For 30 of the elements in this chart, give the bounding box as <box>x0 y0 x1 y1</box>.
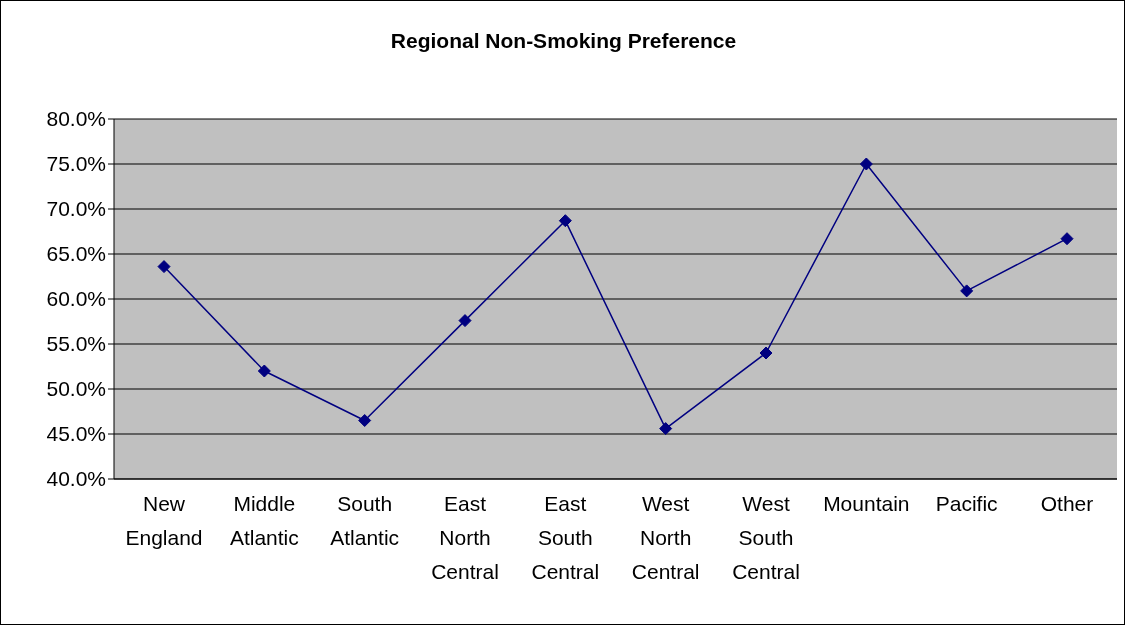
x-tick-label: Pacific <box>935 492 998 515</box>
x-tick-label: South Atlantic <box>330 492 400 549</box>
point <box>257 364 271 378</box>
point <box>157 260 171 274</box>
point <box>458 314 472 328</box>
x-tick-label: Mountain <box>823 492 910 515</box>
y-tick-label: 80.0% <box>46 107 106 131</box>
x-tick-label: West South Central <box>732 492 800 583</box>
y-tick-label: 40.0% <box>46 467 106 491</box>
point <box>659 422 673 436</box>
x-tick-label: New England <box>125 492 203 549</box>
y-tick-label: 65.0% <box>46 242 106 266</box>
y-tick-label: 55.0% <box>46 332 106 356</box>
x-tick-label: Other <box>1040 492 1094 515</box>
point <box>759 346 773 360</box>
y-tick-label: 45.0% <box>46 422 106 446</box>
point <box>358 414 372 427</box>
point <box>558 214 572 228</box>
y-tick-label: 75.0% <box>46 152 106 176</box>
chart-title: Regional Non-Smoking Preference <box>389 29 738 53</box>
point <box>960 284 974 298</box>
x-tick-label: East South Central <box>531 492 600 583</box>
x-tick-label: East North Central <box>431 492 499 583</box>
y-tick-label: 70.0% <box>46 197 106 221</box>
x-tick-label: Middle Atlantic <box>229 492 299 549</box>
point <box>1060 232 1074 246</box>
y-tick-label: 60.0% <box>46 287 106 311</box>
y-tick-label: 50.0% <box>46 377 106 401</box>
point <box>859 157 873 171</box>
x-tick-label: West North Central <box>631 492 700 583</box>
